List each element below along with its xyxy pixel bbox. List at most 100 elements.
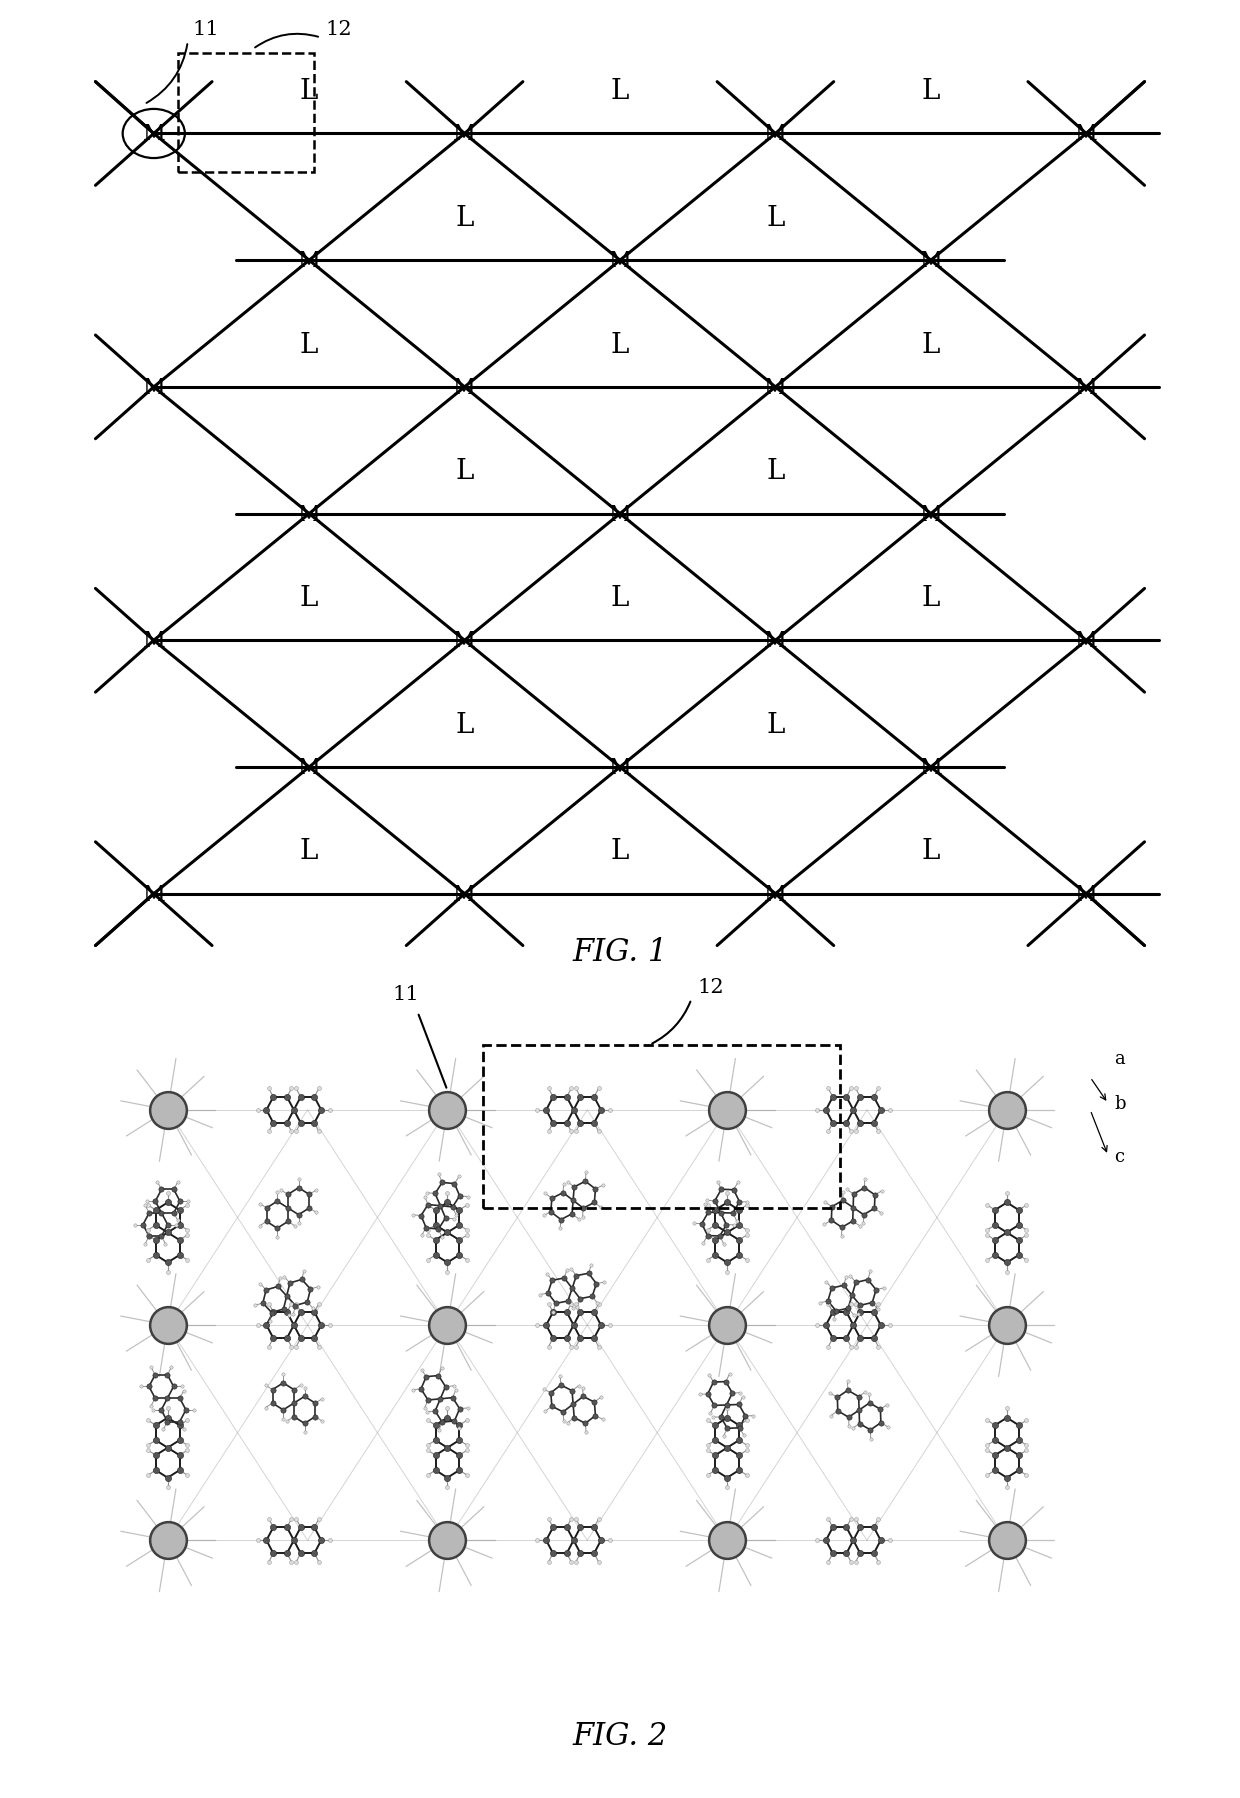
Point (312, 1384, 332, 1413)
Point (259, 1307, 279, 1336)
Point (425, 1196, 445, 1224)
Point (698, 1215, 718, 1244)
Point (309, 1075, 329, 1104)
Point (1017, 1246, 1037, 1275)
Point (562, 1275, 582, 1304)
Point (157, 1259, 177, 1287)
Text: FIG. 2: FIG. 2 (573, 1721, 667, 1751)
Point (157, 1527, 177, 1555)
Point (985, 1456, 1004, 1485)
Point (712, 1176, 732, 1205)
Point (170, 1456, 190, 1485)
Point (557, 1514, 577, 1543)
Point (584, 1298, 604, 1327)
Text: L: L (766, 205, 785, 232)
Point (858, 1266, 878, 1295)
Text: M: M (609, 757, 631, 779)
Point (727, 1206, 746, 1235)
Point (177, 1437, 197, 1465)
Point (729, 1390, 749, 1419)
Point (837, 1366, 857, 1395)
Point (541, 1379, 560, 1408)
Point (818, 1075, 838, 1104)
Point (729, 1413, 749, 1442)
Point (418, 1221, 438, 1250)
Point (823, 1323, 843, 1352)
Point (246, 1291, 265, 1320)
Point (573, 1194, 593, 1223)
Point (458, 1460, 477, 1489)
Point (444, 1205, 464, 1233)
Point (711, 1402, 730, 1431)
Point (262, 1298, 281, 1327)
Point (841, 1548, 861, 1577)
Point (868, 1289, 888, 1318)
Point (985, 1241, 1004, 1269)
Point (853, 1201, 873, 1230)
Text: L: L (766, 712, 785, 739)
Point (843, 1095, 863, 1126)
Point (977, 1406, 997, 1435)
Point (874, 1273, 894, 1302)
Point (543, 1323, 563, 1352)
Point (870, 1395, 890, 1424)
Point (551, 1205, 570, 1233)
Point (849, 1212, 869, 1241)
Point (744, 1401, 764, 1429)
Text: L: L (300, 79, 319, 106)
Point (562, 1117, 582, 1145)
Point (827, 1383, 847, 1411)
Point (170, 1408, 190, 1437)
Point (157, 1433, 177, 1462)
Point (570, 1539, 590, 1568)
Point (174, 1377, 193, 1406)
Point (698, 1431, 718, 1460)
Point (289, 1201, 309, 1230)
Point (438, 1433, 458, 1462)
Point (438, 1527, 458, 1555)
Point (584, 1188, 604, 1217)
Point (312, 1406, 332, 1435)
Text: L: L (766, 458, 785, 485)
Point (438, 1095, 458, 1126)
Point (564, 1311, 584, 1340)
Point (438, 1393, 458, 1422)
Point (843, 1194, 863, 1223)
Point (823, 1514, 843, 1543)
Point (157, 1219, 177, 1248)
Point (443, 1383, 463, 1411)
Point (425, 1411, 445, 1440)
Point (846, 1289, 866, 1318)
Point (698, 1246, 718, 1275)
Point (418, 1386, 438, 1415)
Point (277, 1282, 296, 1311)
Point (541, 1197, 560, 1226)
Point (289, 1165, 309, 1194)
Point (257, 1095, 277, 1126)
Point (985, 1196, 1004, 1224)
Point (591, 1095, 611, 1126)
Point (868, 1295, 888, 1323)
Point (248, 1095, 268, 1126)
Point (843, 1413, 863, 1442)
Point (170, 1384, 190, 1413)
Point (866, 1181, 885, 1210)
Text: M: M (764, 376, 787, 399)
Point (449, 1196, 469, 1224)
Point (277, 1323, 296, 1352)
Point (166, 1210, 186, 1239)
Text: M: M (453, 124, 476, 146)
Point (543, 1514, 563, 1543)
Text: M: M (298, 250, 321, 271)
Point (273, 1395, 293, 1424)
Point (139, 1199, 159, 1228)
Point (146, 1226, 166, 1255)
Text: M: M (298, 503, 321, 525)
Point (1017, 1221, 1037, 1250)
Point (250, 1269, 270, 1298)
Point (299, 1194, 319, 1223)
Point (285, 1291, 305, 1320)
Point (449, 1162, 469, 1190)
Point (822, 1275, 842, 1304)
Point (1009, 1456, 1029, 1485)
